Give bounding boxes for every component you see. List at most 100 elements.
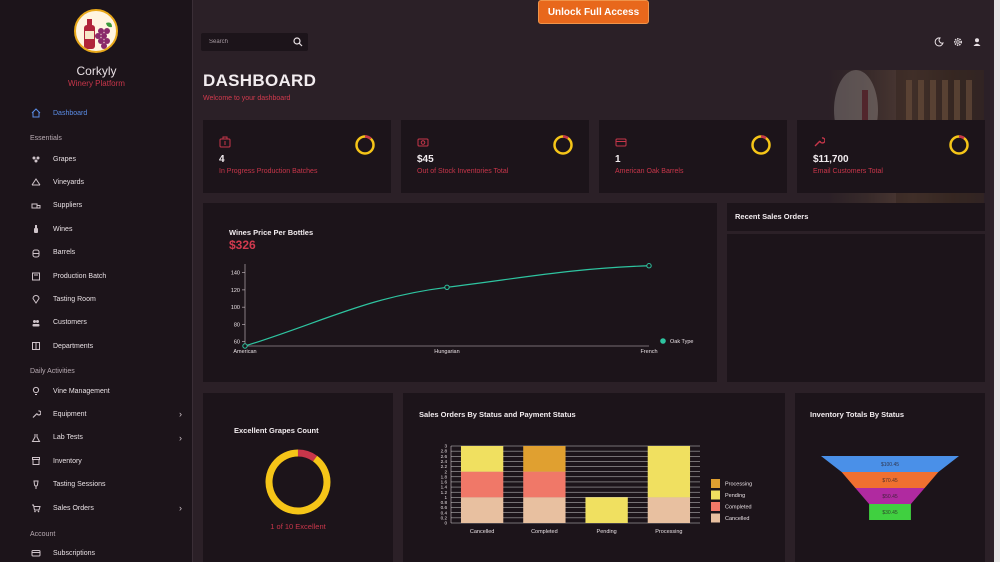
legend-swatch bbox=[711, 479, 720, 488]
y-tick-label: 1.2 bbox=[441, 490, 448, 495]
sidebar-item-sales-orders[interactable]: Sales Orders › bbox=[30, 499, 186, 517]
sidebar-item-label: Sales Orders bbox=[53, 504, 94, 512]
y-tick-label: 0 bbox=[444, 521, 447, 526]
search-input[interactable] bbox=[201, 33, 308, 51]
y-tick-label: 0.6 bbox=[441, 505, 448, 510]
stat-value: 1 bbox=[615, 154, 621, 165]
funnel-stage-3 bbox=[869, 504, 911, 520]
sales-orders-status-card: Sales Orders By Status and Payment Statu… bbox=[403, 393, 785, 562]
sidebar-item-customers[interactable]: Customers bbox=[30, 314, 186, 332]
sidebar-item-label: Departments bbox=[53, 342, 94, 350]
bar-segment-cancelled-pending bbox=[460, 446, 504, 472]
app-tagline: Winery Platform bbox=[68, 79, 125, 88]
dark-mode-icon[interactable] bbox=[934, 37, 944, 47]
stat-card-oak-barrels: 1 American Oak Barrels bbox=[599, 120, 787, 193]
sidebar-item-vine-management[interactable]: Vine Management bbox=[30, 382, 186, 400]
chart-title: Excellent Grapes Count bbox=[234, 426, 319, 435]
scrollbar[interactable] bbox=[994, 0, 1000, 562]
page-subtitle: Welcome to your dashboard bbox=[203, 95, 291, 102]
x-tick-label: Completed bbox=[531, 529, 558, 535]
card-icon bbox=[30, 548, 42, 558]
series-line bbox=[244, 265, 650, 347]
search-icon[interactable] bbox=[293, 37, 303, 47]
sidebar: Corkyly Winery Platform Dashboard Essent… bbox=[0, 0, 193, 562]
legend-label: Processing bbox=[725, 482, 752, 488]
sidebar-item-label: Vine Management bbox=[53, 387, 110, 395]
wrench-icon bbox=[814, 137, 825, 147]
department-icon bbox=[30, 341, 42, 351]
sidebar-item-tasting-room[interactable]: Tasting Room bbox=[30, 290, 186, 308]
legend-swatch bbox=[660, 338, 666, 344]
batch-icon bbox=[219, 136, 231, 148]
sidebar-item-dashboard[interactable]: Dashboard bbox=[30, 104, 186, 122]
sidebar-item-production-batch[interactable]: Production Batch bbox=[30, 267, 186, 285]
sidebar-item-label: Subscriptions bbox=[53, 549, 96, 557]
donut-chart bbox=[265, 449, 331, 515]
sidebar-item-vineyards[interactable]: Vineyards bbox=[30, 173, 186, 191]
section-daily-activities: Daily Activities bbox=[30, 368, 75, 375]
user-icon[interactable] bbox=[972, 37, 982, 47]
ring-track bbox=[553, 135, 573, 155]
bar-segment-processing-pending bbox=[647, 446, 691, 498]
y-tick-label: 2.8 bbox=[441, 449, 448, 454]
flask-icon bbox=[30, 433, 42, 443]
legend-swatch bbox=[711, 490, 720, 500]
sidebar-item-subscriptions[interactable]: Subscriptions bbox=[30, 544, 186, 562]
funnel-stage-0 bbox=[821, 456, 959, 472]
y-tick-label: 100 bbox=[231, 305, 240, 311]
stat-label: American Oak Barrels bbox=[615, 168, 684, 175]
y-tick-label: 0.2 bbox=[441, 515, 448, 520]
home-icon bbox=[30, 108, 42, 118]
money-icon bbox=[417, 138, 429, 147]
sidebar-item-barrels[interactable]: Barrels bbox=[30, 244, 186, 262]
wrench-icon bbox=[30, 409, 42, 419]
sidebar-item-wines[interactable]: Wines bbox=[30, 220, 186, 238]
ring-progress bbox=[364, 135, 372, 140]
sidebar-item-grapes[interactable]: Grapes bbox=[30, 150, 186, 168]
y-tick-label: 2 bbox=[444, 469, 447, 474]
line-chart: 60 80 100 120 140 American Hungarian French Oak … bbox=[231, 263, 693, 355]
bottle-icon bbox=[30, 224, 42, 234]
legend-label: Oak Type bbox=[670, 339, 693, 345]
sidebar-item-label: Tasting Room bbox=[53, 295, 96, 303]
chevron-right-icon: › bbox=[179, 409, 182, 420]
sidebar-item-suppliers[interactable]: Suppliers bbox=[30, 197, 186, 215]
ring-progress bbox=[760, 135, 767, 140]
ring-track bbox=[751, 135, 771, 155]
barrel-icon bbox=[30, 248, 42, 258]
donut-slice-other bbox=[265, 449, 331, 515]
x-tick-label: Processing bbox=[655, 529, 682, 535]
chart-caption: 1 of 10 Excellent bbox=[270, 522, 326, 531]
card-title: Recent Sales Orders bbox=[735, 212, 809, 221]
legend-swatch bbox=[711, 513, 720, 523]
legend-label: Pending bbox=[725, 493, 745, 499]
ring-progress bbox=[958, 135, 965, 140]
progress-ring bbox=[553, 135, 573, 155]
sidebar-item-label: Wines bbox=[53, 225, 73, 233]
sidebar-item-equipment[interactable]: Equipment › bbox=[30, 405, 186, 423]
sidebar-item-label: Grapes bbox=[53, 155, 76, 163]
chart-title: Wines Price Per Bottles bbox=[229, 228, 314, 237]
sidebar-item-tasting-sessions[interactable]: Tasting Sessions bbox=[30, 476, 186, 494]
y-tick-label: 140 bbox=[231, 271, 240, 277]
sidebar-item-label: Inventory bbox=[53, 457, 82, 465]
sidebar-item-label: Production Batch bbox=[53, 272, 107, 280]
wine-glass-icon bbox=[30, 480, 42, 490]
bar-segment-cancelled-completed bbox=[460, 471, 504, 498]
donut-slice-excellent bbox=[297, 449, 318, 462]
ring-track bbox=[949, 135, 969, 155]
stat-label: Email Customers Total bbox=[813, 168, 883, 175]
y-tick-label: 3 bbox=[444, 444, 447, 449]
sidebar-item-inventory[interactable]: Inventory bbox=[30, 452, 186, 470]
section-essentials: Essentials bbox=[30, 135, 62, 142]
unlock-full-access-button[interactable]: Unlock Full Access bbox=[538, 0, 649, 24]
data-point bbox=[444, 284, 450, 291]
gear-icon[interactable] bbox=[953, 37, 963, 47]
funnel-stage-label: $70.45 bbox=[882, 478, 898, 484]
page-title: DASHBOARD bbox=[203, 71, 317, 90]
sidebar-item-departments[interactable]: Departments bbox=[30, 337, 186, 355]
funnel-stage-2 bbox=[855, 488, 925, 504]
sidebar-item-lab-tests[interactable]: Lab Tests › bbox=[30, 429, 186, 447]
sidebar-item-label: Barrels bbox=[53, 249, 76, 257]
y-tick-label: 0.4 bbox=[441, 510, 448, 515]
